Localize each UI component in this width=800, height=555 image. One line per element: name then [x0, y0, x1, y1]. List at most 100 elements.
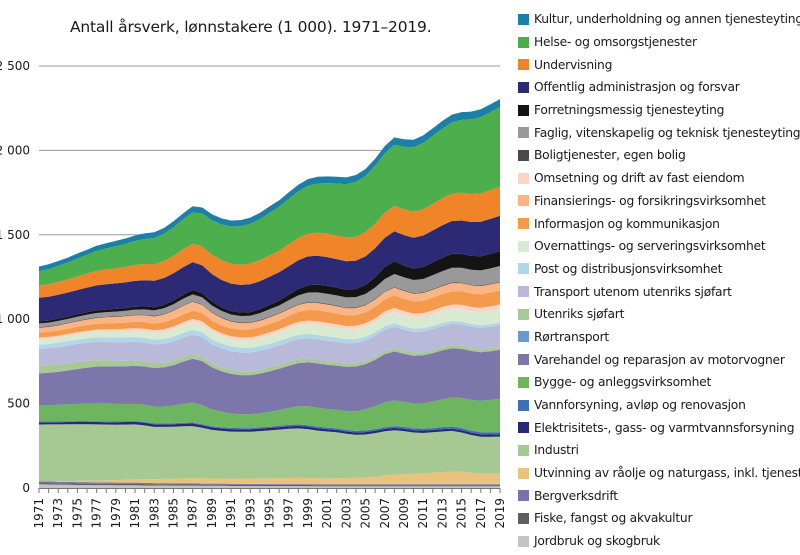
legend-label: Omsetning og drift av fast eiendom — [534, 171, 745, 186]
legend-swatch — [518, 490, 529, 502]
area-helse-og-omsorgstjenester — [39, 107, 500, 286]
x-tick-label: 2003 — [339, 498, 353, 529]
area-fiske-fangst-og-akvakultur — [39, 482, 500, 487]
legend-swatch — [518, 218, 529, 230]
legend-swatch — [518, 195, 529, 207]
legend-label: Kultur, underholdning og annen tjenestey… — [534, 12, 800, 27]
legend-item: Elektrisitets-, gass- og varmtvannsforsy… — [518, 416, 800, 439]
legend-label: Finansierings- og forsikringsvirksomhet — [534, 193, 766, 208]
area-utvinning-av-råolje-og-naturgass-inkl-tjenester — [39, 471, 500, 485]
legend-swatch — [518, 127, 529, 139]
x-tick-label: 2009 — [397, 498, 411, 529]
legend-item: Finansierings- og forsikringsvirksomhet — [518, 190, 800, 213]
legend-swatch — [518, 240, 529, 252]
legend-swatch — [518, 512, 529, 524]
legend-label: Bygge- og anleggsvirksomhet — [534, 375, 712, 390]
legend-label: Bergverksdrift — [534, 488, 618, 503]
area-industri — [39, 424, 500, 482]
legend-item: Utvinning av råolje og naturgass, inkl. … — [518, 462, 800, 485]
area-finansierings-og-forsikringsvirksomhet — [39, 282, 500, 333]
legend-swatch — [518, 104, 529, 116]
legend-item: Helse- og omsorgstjenester — [518, 31, 800, 54]
x-tick-label: 1993 — [243, 498, 257, 529]
legend-item: Overnattings- og serveringsvirksomhet — [518, 235, 800, 258]
legend-label: Post og distribusjonsvirksomhet — [534, 261, 723, 276]
legend-item: Jordbruk og skogbruk — [518, 530, 800, 553]
area-faglig-vitenskapelig-og-teknisk-tjenesteyting — [39, 266, 500, 328]
legend-item: Boligtjenester, egen bolig — [518, 144, 800, 167]
x-tick-label: 1977 — [90, 498, 104, 529]
area-bergverksdrift — [39, 481, 500, 486]
legend-swatch — [518, 81, 529, 93]
legend-swatch — [518, 149, 529, 161]
x-tick-label: 1987 — [186, 498, 200, 529]
legend-label: Boligtjenester, egen bolig — [534, 148, 686, 163]
x-tick-label: 2005 — [359, 498, 373, 529]
area-elektrisitets-gass-og-varmtvannsforsyning — [39, 421, 500, 437]
legend-item: Faglig, vitenskapelig og teknisk tjenest… — [518, 121, 800, 144]
area-utenriks-sjøfart — [39, 345, 500, 376]
area-vannforsyning-avløp-og-renovasjon — [39, 421, 500, 435]
legend-item: Undervisning — [518, 53, 800, 76]
legend-swatch — [518, 331, 529, 343]
legend-item: Transport utenom utenriks sjøfart — [518, 280, 800, 303]
area-informasjon-og-kommunikasjon — [39, 290, 500, 338]
x-tick-label: 2019 — [493, 498, 507, 529]
area-offentlig-administrasjon-og-forsvar — [39, 215, 500, 322]
legend-swatch — [518, 399, 529, 411]
legend-item: Vannforsyning, avløp og renovasjon — [518, 394, 800, 417]
area-jordbruk-og-skogbruk — [39, 484, 500, 488]
chart-title: Antall årsverk, lønnstakere (1 000). 197… — [70, 18, 432, 36]
x-tick-label: 2001 — [320, 498, 334, 529]
legend-item: Kultur, underholdning og annen tjenestey… — [518, 8, 800, 31]
y-tick-label: 1 000 — [0, 312, 30, 326]
legend-swatch — [518, 172, 529, 184]
y-tick-label: 2 500 — [0, 59, 30, 73]
x-tick-label: 1981 — [128, 498, 142, 529]
legend-swatch — [518, 535, 529, 547]
legend-swatch — [518, 422, 529, 434]
legend-item: Fiske, fangst og akvakultur — [518, 507, 800, 530]
y-tick-label: 2 000 — [0, 143, 30, 157]
y-tick-label: 0 — [22, 481, 30, 495]
area-omsetning-og-drift-av-fast-eiendom — [39, 304, 500, 341]
x-tick-label: 2015 — [455, 498, 469, 529]
x-tick-label: 1997 — [282, 498, 296, 529]
x-tick-label: 2017 — [474, 498, 488, 529]
legend-label: Fiske, fangst og akvakultur — [534, 511, 693, 526]
legend-label: Faglig, vitenskapelig og teknisk tjenest… — [534, 125, 800, 140]
area-forretningsmessig-tjenesteyting — [39, 251, 500, 324]
legend-item: Rørtransport — [518, 326, 800, 349]
legend-swatch — [518, 286, 529, 298]
legend-swatch — [518, 376, 529, 388]
area-bygge-og-anleggsvirksomhet — [39, 397, 500, 433]
legend-label: Informasjon og kommunikasjon — [534, 216, 720, 231]
area-overnattings-og-serveringsvirksomhet — [39, 309, 500, 348]
x-tick-label: 1985 — [166, 498, 180, 529]
legend-swatch — [518, 354, 529, 366]
legend-label: Undervisning — [534, 57, 613, 72]
legend-label: Jordbruk og skogbruk — [534, 534, 660, 549]
legend-label: Transport utenom utenriks sjøfart — [534, 284, 732, 299]
legend-swatch — [518, 59, 529, 71]
x-tick-label: 1989 — [205, 498, 219, 529]
x-tick-label: 1999 — [301, 498, 315, 529]
x-tick-label: 1983 — [147, 498, 161, 529]
y-tick-label: 1 500 — [0, 228, 30, 242]
area-transport-utenom-utenriks-sjøfart — [39, 323, 500, 372]
legend-swatch — [518, 36, 529, 48]
legend-item: Industri — [518, 439, 800, 462]
legend-item: Post og distribusjonsvirksomhet — [518, 258, 800, 281]
area-post-og-distribusjonsvirksomhet — [39, 320, 500, 353]
legend-label: Rørtransport — [534, 329, 609, 344]
legend-label: Utvinning av råolje og naturgass, inkl. … — [534, 466, 800, 481]
legend-swatch — [518, 13, 529, 25]
legend: Kultur, underholdning og annen tjenestey… — [518, 8, 800, 553]
legend-swatch — [518, 444, 529, 456]
legend-label: Vannforsyning, avløp og renovasjon — [534, 398, 746, 413]
x-tick-label: 2011 — [416, 498, 430, 529]
area-varehandel-og-reparasjon-av-motorvogner — [39, 348, 500, 415]
legend-item: Informasjon og kommunikasjon — [518, 212, 800, 235]
legend-item: Forretningsmessig tjenesteyting — [518, 99, 800, 122]
y-tick-label: 500 — [7, 397, 30, 411]
